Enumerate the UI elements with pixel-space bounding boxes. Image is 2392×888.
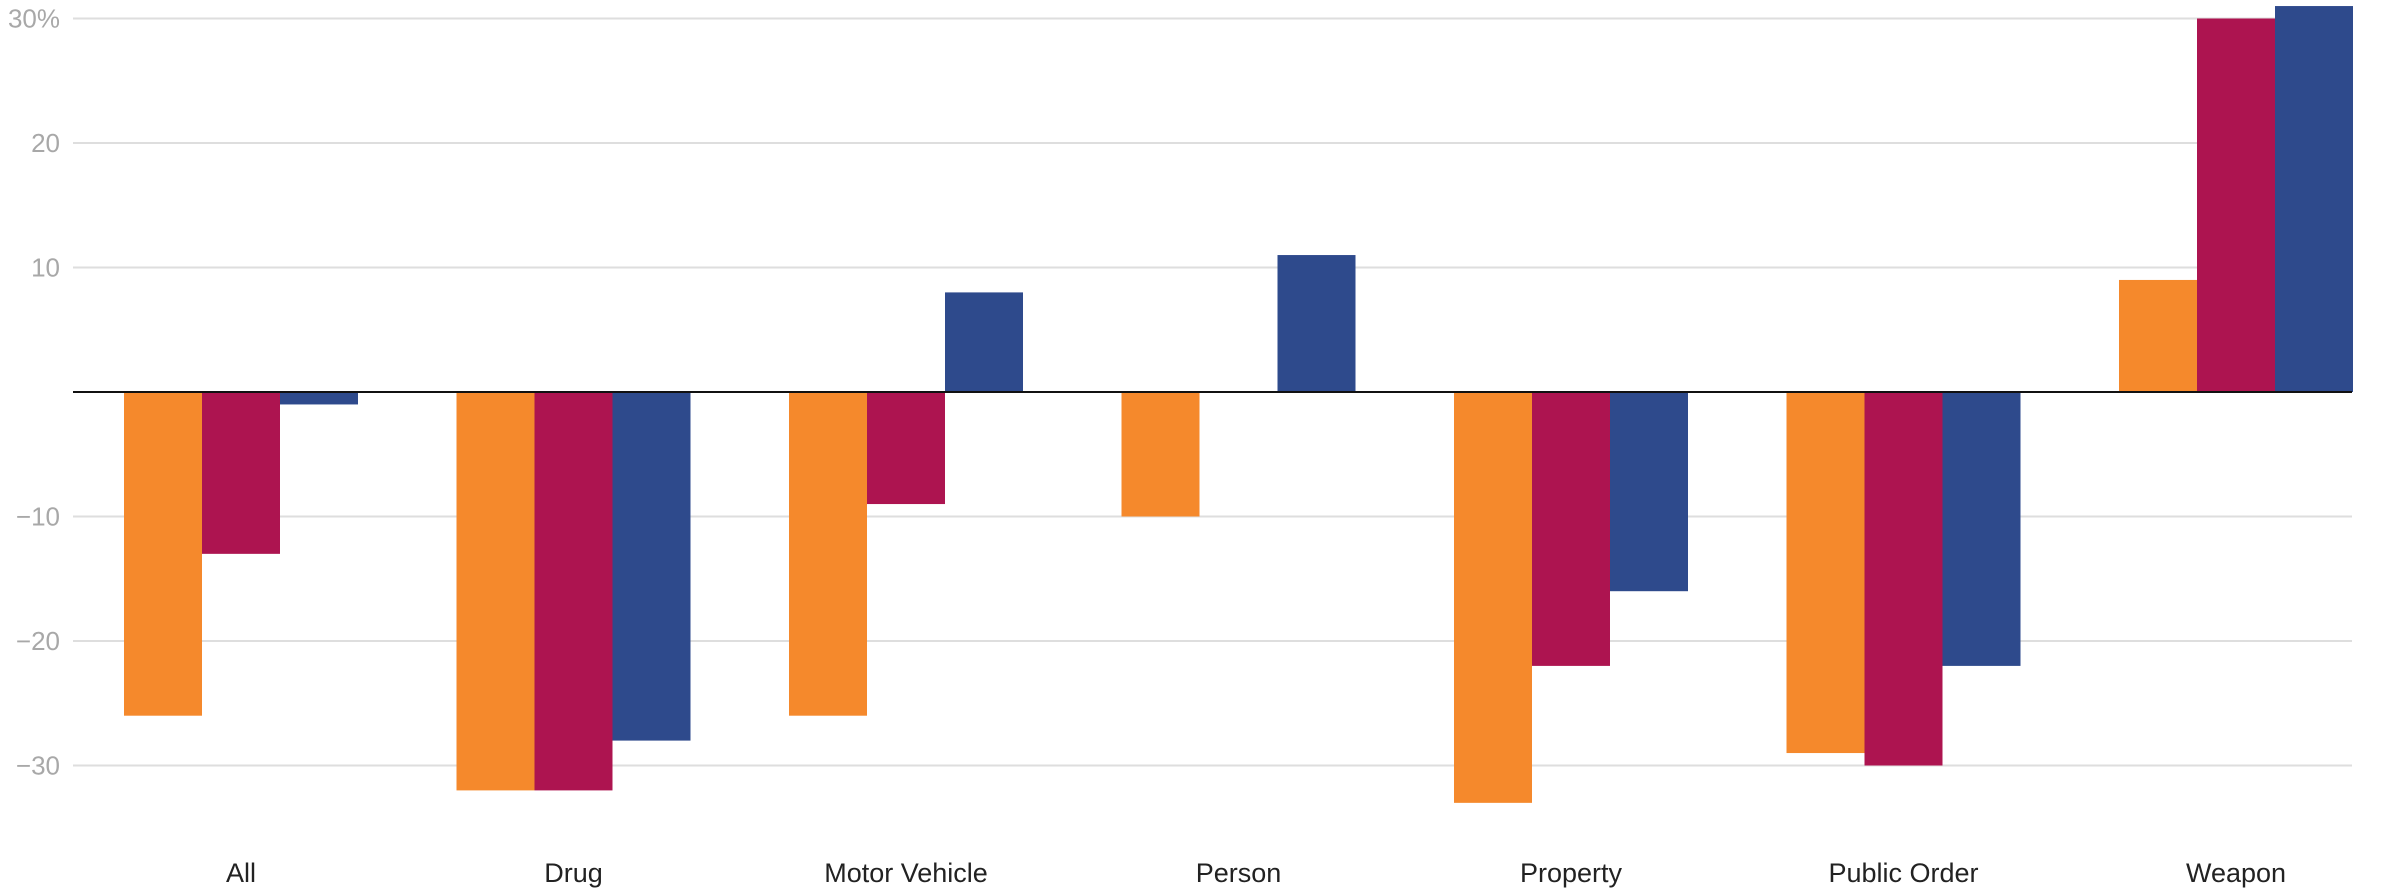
bar-motor-vehicle-series-1	[789, 392, 867, 716]
y-tick-label-0: 30%	[8, 4, 60, 34]
bar-property-series-2	[1532, 392, 1610, 666]
bar-public-order-series-2	[1864, 392, 1943, 766]
bar-drug-series-2	[534, 392, 613, 791]
bar-public-order-series-1	[1786, 392, 1865, 754]
bar-property-series-1	[1454, 392, 1532, 803]
x-category-label-person: Person	[1196, 858, 1282, 888]
bar-all-series-2	[202, 392, 280, 554]
bar-all-series-1	[124, 392, 202, 716]
y-tick-label-2: 10	[31, 253, 60, 283]
bar-drug-series-3	[612, 392, 691, 741]
bar-property-series-3	[1610, 392, 1688, 592]
bar-weapon-series-3	[2275, 6, 2353, 393]
x-axis-category-labels: All Drug Motor Vehicle Person Property Public…	[226, 858, 2286, 888]
bar-drug-series-1	[456, 392, 535, 791]
bar-person-series-1	[1121, 392, 1200, 517]
bar-person-series-3	[1277, 255, 1356, 392]
bar-motor-vehicle-series-2	[867, 392, 945, 505]
x-category-label-motor-vehicle: Motor Vehicle	[824, 858, 988, 888]
bars	[124, 6, 2353, 803]
y-tick-label-1: 20	[31, 128, 60, 158]
bar-weapon-series-1	[2119, 279, 2197, 392]
y-axis-tick-labels: 30% 20 10 −10 −20 −30	[8, 4, 60, 781]
bar-public-order-series-3	[1942, 392, 2021, 666]
x-category-label-property: Property	[1520, 858, 1623, 888]
bar-weapon-series-2	[2197, 18, 2275, 392]
y-tick-label-3: −10	[16, 502, 60, 532]
x-category-label-public-order: Public Order	[1828, 858, 1978, 888]
bar-all-series-3	[280, 392, 358, 405]
x-category-label-all: All	[226, 858, 256, 888]
gridlines	[73, 17, 2352, 767]
bar-motor-vehicle-series-3	[945, 292, 1023, 392]
y-tick-label-5: −30	[16, 751, 60, 781]
x-category-label-drug: Drug	[544, 858, 603, 888]
y-tick-label-4: −20	[16, 626, 60, 656]
x-category-label-weapon: Weapon	[2186, 858, 2286, 888]
